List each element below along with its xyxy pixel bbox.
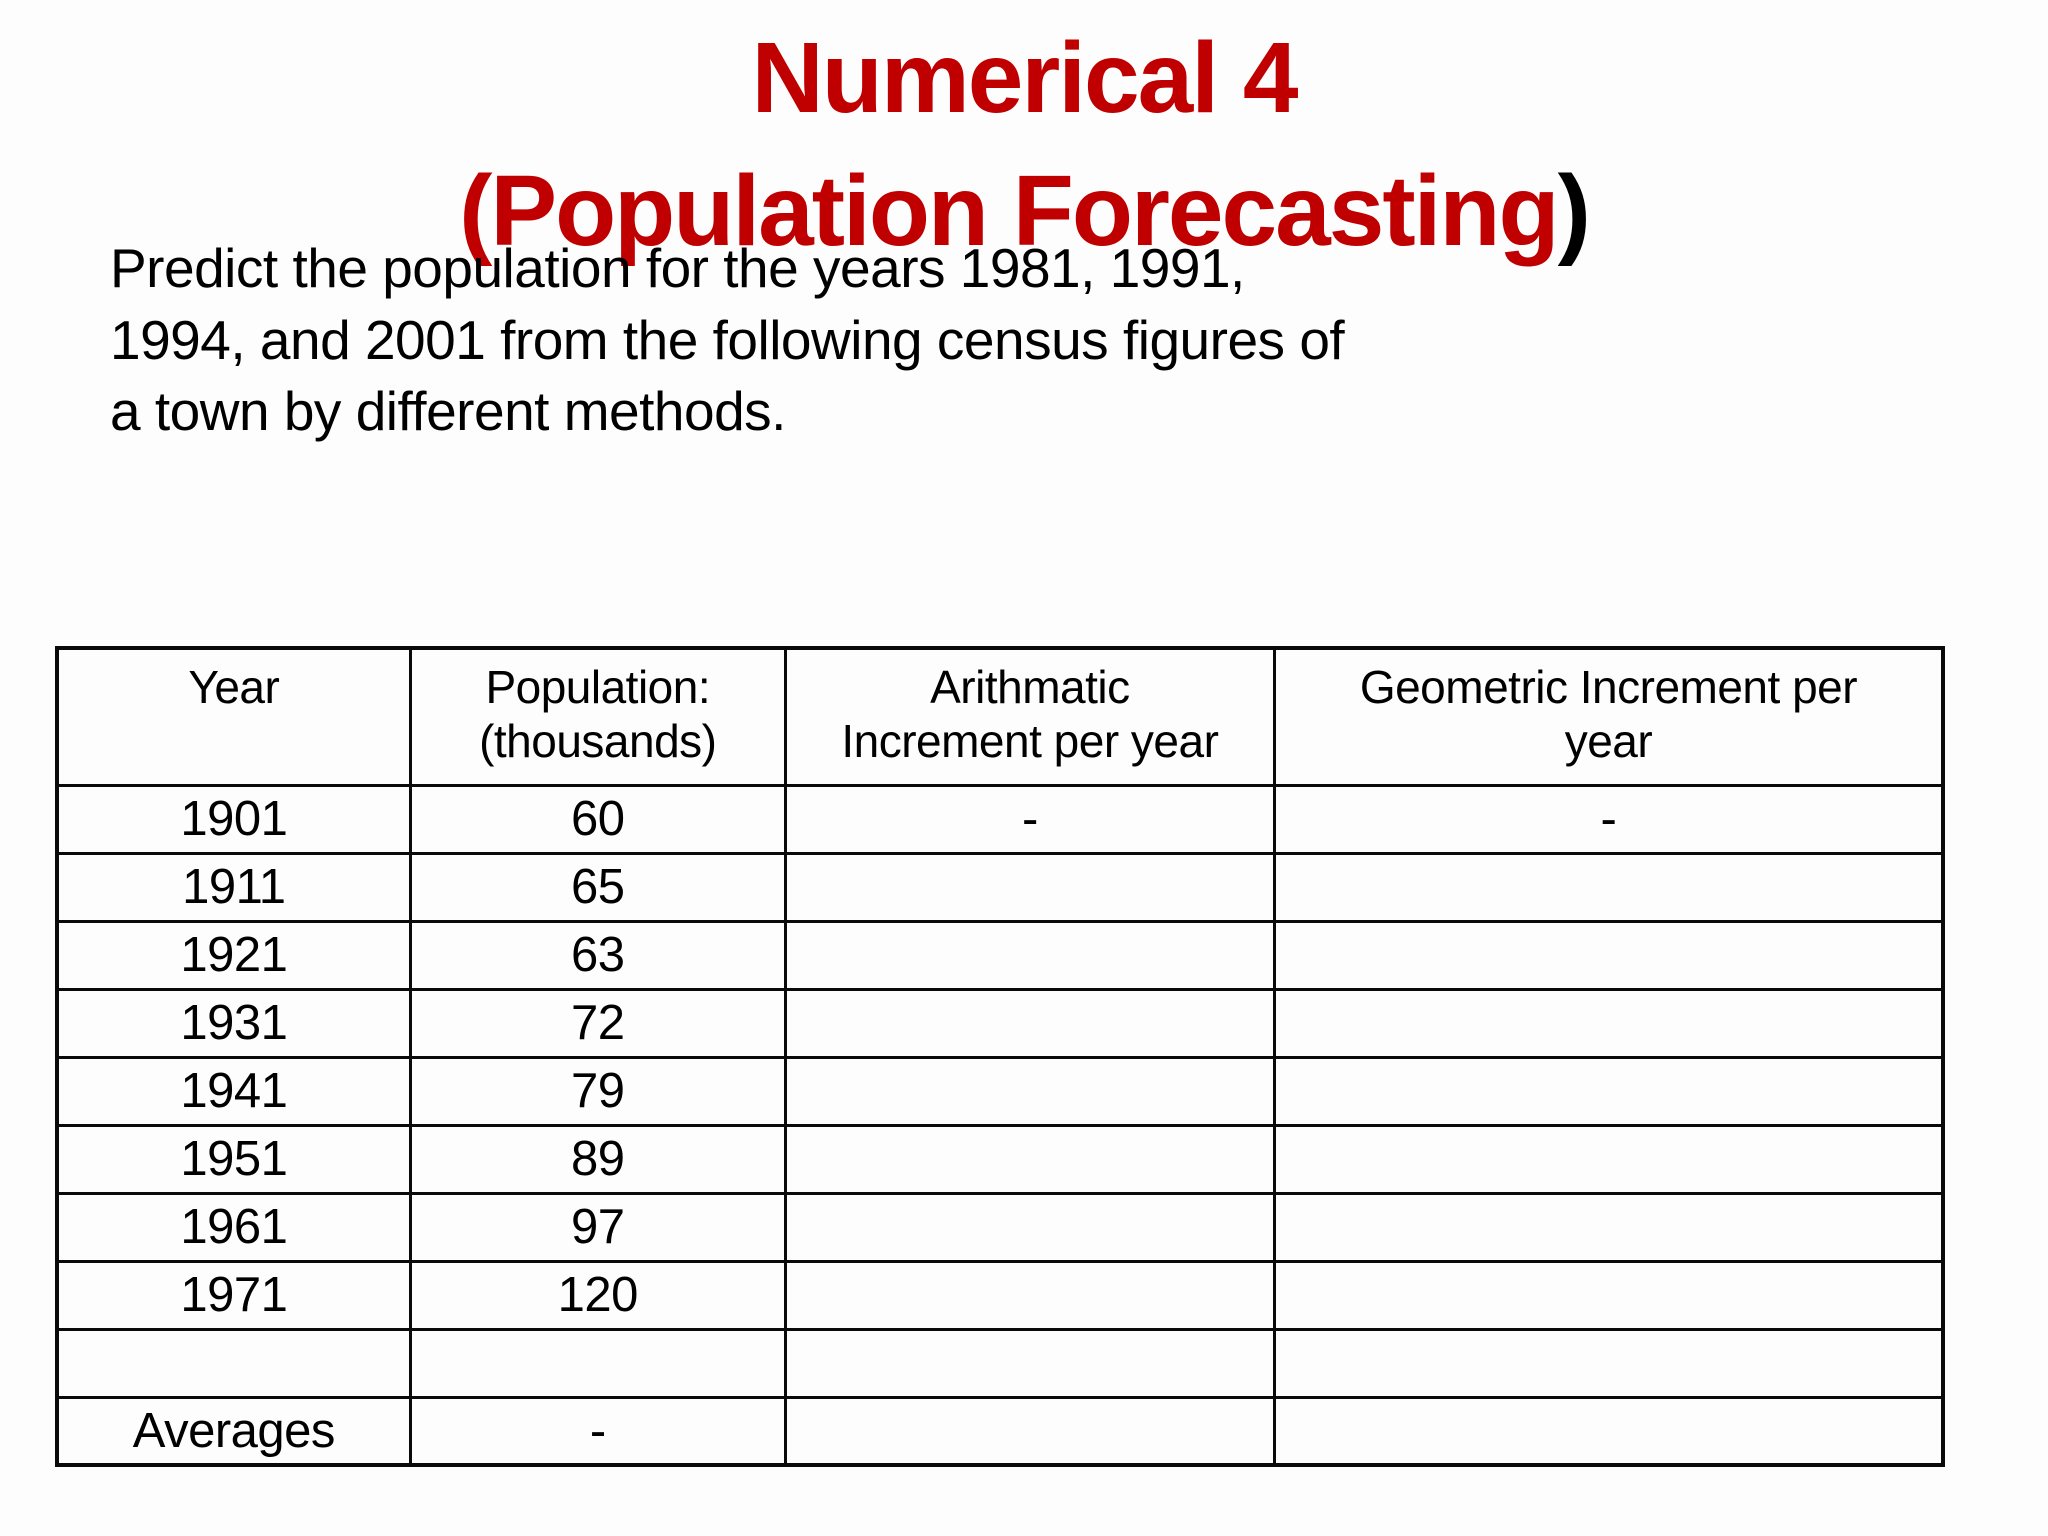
header-row: Year Population: (thousands) Arithmatic … bbox=[55, 646, 1945, 787]
header-geometric-increment: Geometric Increment per year bbox=[1272, 646, 1945, 787]
year-cell: 1971 bbox=[55, 1259, 412, 1331]
header-geometric-line-2: year bbox=[1564, 715, 1653, 768]
table-row: 1921 63 bbox=[55, 919, 1945, 991]
header-arithmetic-line-2: Increment per year bbox=[841, 715, 1219, 768]
year-cell: 1941 bbox=[55, 1055, 412, 1127]
geometric-increment-cell bbox=[1272, 987, 1945, 1059]
census-table: Year Population: (thousands) Arithmatic … bbox=[55, 646, 1945, 1467]
table-row: 1901 60 - - bbox=[55, 783, 1945, 855]
title-line-1: Numerical 4 bbox=[751, 22, 1299, 134]
year-cell: 1901 bbox=[55, 783, 412, 855]
year-cell: 1951 bbox=[55, 1123, 412, 1195]
arithmetic-increment-cell bbox=[783, 987, 1276, 1059]
arithmetic-increment-cell bbox=[783, 1191, 1276, 1263]
table-row: Averages - bbox=[55, 1395, 1945, 1467]
population-cell bbox=[408, 1327, 787, 1399]
population-cell: - bbox=[408, 1395, 787, 1467]
problem-line-2: 1994, and 2001 from the following census… bbox=[110, 308, 1345, 371]
title-line-2: (Population Forecasting) bbox=[0, 145, 2048, 278]
year-cell bbox=[55, 1327, 412, 1399]
header-year-line-1: Year bbox=[188, 661, 280, 713]
title-line-2-red: (Population Forecasting bbox=[459, 155, 1559, 267]
title-closing-paren: ) bbox=[1557, 155, 1591, 267]
header-population-line-2: (thousands) bbox=[479, 715, 717, 768]
header-arithmetic-increment: Arithmatic Increment per year bbox=[783, 646, 1276, 787]
arithmetic-increment-cell bbox=[783, 1327, 1276, 1399]
population-cell: 60 bbox=[408, 783, 787, 855]
arithmetic-increment-cell bbox=[783, 1395, 1276, 1467]
table-row: 1951 89 bbox=[55, 1123, 1945, 1195]
population-cell: 63 bbox=[408, 919, 787, 991]
population-cell: 72 bbox=[408, 987, 787, 1059]
year-cell: 1921 bbox=[55, 919, 412, 991]
header-population: Population: (thousands) bbox=[408, 646, 787, 787]
population-cell: 79 bbox=[408, 1055, 787, 1127]
arithmetic-increment-cell bbox=[783, 1055, 1276, 1127]
slide-title: Numerical 4 (Population Forecasting) bbox=[0, 12, 2048, 278]
geometric-increment-cell bbox=[1272, 1259, 1945, 1331]
table-row bbox=[55, 1327, 1945, 1399]
population-cell: 120 bbox=[408, 1259, 787, 1331]
table-row: 1911 65 bbox=[55, 851, 1945, 923]
geometric-increment-cell bbox=[1272, 1327, 1945, 1399]
table-row: 1931 72 bbox=[55, 987, 1945, 1059]
arithmetic-increment-cell bbox=[783, 919, 1276, 991]
geometric-increment-cell: - bbox=[1272, 783, 1945, 855]
arithmetic-increment-cell bbox=[783, 1259, 1276, 1331]
year-cell: 1911 bbox=[55, 851, 412, 923]
year-cell: 1931 bbox=[55, 987, 412, 1059]
arithmetic-increment-cell: - bbox=[783, 783, 1276, 855]
population-cell: 89 bbox=[408, 1123, 787, 1195]
geometric-increment-cell bbox=[1272, 1055, 1945, 1127]
header-population-line-1: Population: bbox=[485, 661, 711, 713]
year-cell: 1961 bbox=[55, 1191, 412, 1263]
geometric-increment-cell bbox=[1272, 851, 1945, 923]
header-year: Year bbox=[55, 646, 412, 787]
problem-statement: Predict the population for the years 198… bbox=[110, 233, 1610, 448]
header-arithmetic-line-1: Arithmatic bbox=[930, 661, 1130, 713]
arithmetic-increment-cell bbox=[783, 851, 1276, 923]
year-cell: Averages bbox=[55, 1395, 412, 1467]
geometric-increment-cell bbox=[1272, 919, 1945, 991]
arithmetic-increment-cell bbox=[783, 1123, 1276, 1195]
geometric-increment-cell bbox=[1272, 1395, 1945, 1467]
geometric-increment-cell bbox=[1272, 1123, 1945, 1195]
table-row: 1961 97 bbox=[55, 1191, 1945, 1263]
problem-line-1: Predict the population for the years 198… bbox=[110, 237, 1245, 299]
table-header: Year Population: (thousands) Arithmatic … bbox=[55, 646, 1945, 787]
population-cell: 97 bbox=[408, 1191, 787, 1263]
geometric-increment-cell bbox=[1272, 1191, 1945, 1263]
table-row: 1971 120 bbox=[55, 1259, 1945, 1331]
header-geometric-line-1: Geometric Increment per bbox=[1359, 661, 1858, 713]
population-cell: 65 bbox=[408, 851, 787, 923]
table-row: 1941 79 bbox=[55, 1055, 1945, 1127]
problem-line-3: a town by different methods. bbox=[110, 380, 786, 442]
table-body: 1901 60 - - 1911 65 1921 63 1931 72 bbox=[55, 783, 1945, 1467]
